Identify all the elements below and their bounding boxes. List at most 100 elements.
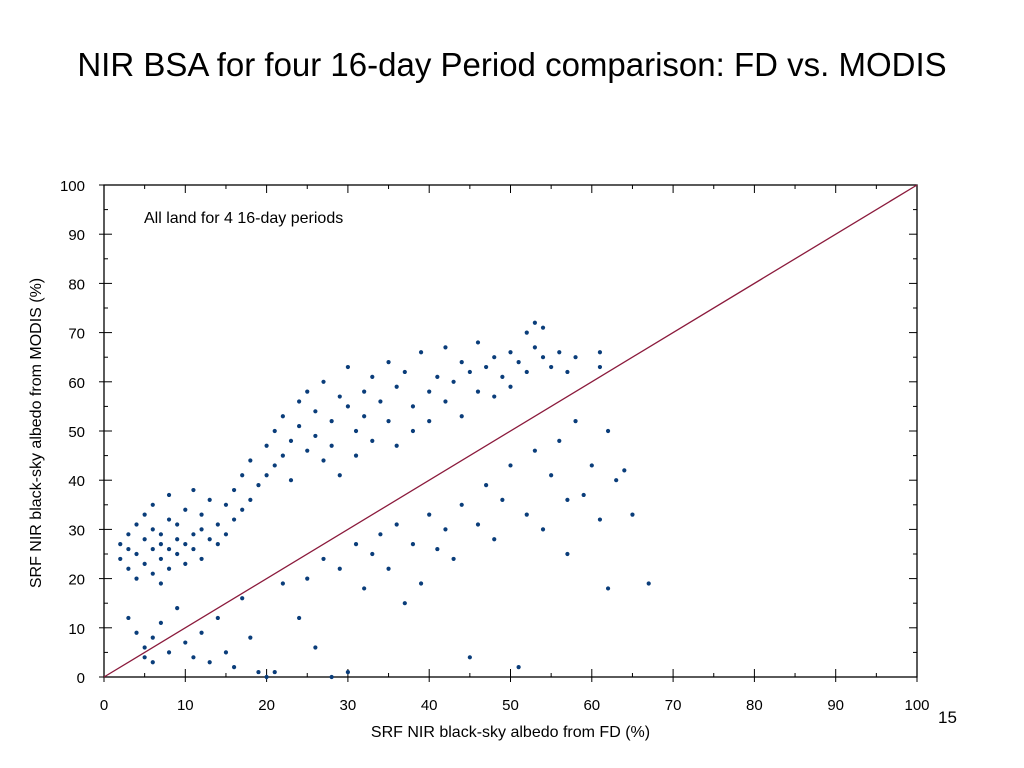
data-point bbox=[410, 428, 416, 434]
data-point bbox=[126, 566, 131, 571]
one-to-one-line bbox=[103, 184, 918, 678]
data-point bbox=[467, 369, 472, 375]
data-point bbox=[150, 546, 155, 552]
x-tick-label: 70 bbox=[665, 697, 682, 714]
data-point bbox=[264, 674, 269, 680]
data-point bbox=[532, 320, 537, 325]
data-point bbox=[475, 389, 481, 394]
data-point bbox=[150, 571, 155, 576]
data-point bbox=[573, 355, 578, 360]
data-point bbox=[280, 414, 285, 419]
data-point bbox=[557, 350, 562, 355]
data-point bbox=[597, 517, 603, 522]
data-point bbox=[622, 468, 627, 473]
data-point bbox=[150, 502, 155, 507]
data-point bbox=[215, 542, 220, 547]
page-number: 15 bbox=[938, 708, 957, 727]
data-point bbox=[378, 532, 383, 537]
data-point bbox=[207, 497, 212, 502]
data-point bbox=[248, 458, 253, 463]
data-point bbox=[532, 345, 537, 350]
data-point bbox=[605, 428, 611, 434]
data-point bbox=[549, 473, 554, 478]
data-point bbox=[540, 527, 546, 532]
data-point bbox=[175, 537, 180, 542]
data-point bbox=[134, 630, 139, 635]
data-point bbox=[540, 325, 546, 330]
data-point bbox=[492, 394, 497, 399]
data-point bbox=[540, 355, 546, 360]
data-point bbox=[597, 364, 603, 370]
data-point bbox=[191, 487, 196, 493]
data-point bbox=[166, 566, 172, 571]
data-point bbox=[183, 507, 188, 512]
data-point bbox=[329, 674, 334, 680]
data-point bbox=[410, 404, 416, 409]
data-point bbox=[321, 556, 326, 562]
data-point bbox=[183, 561, 188, 566]
data-point bbox=[142, 645, 147, 650]
data-point bbox=[223, 532, 229, 537]
data-point bbox=[402, 601, 407, 606]
data-point bbox=[500, 374, 505, 379]
slide-title: NIR BSA for four 16-day Period compariso… bbox=[77, 46, 947, 83]
data-point bbox=[573, 419, 578, 424]
data-point bbox=[646, 581, 651, 586]
data-point bbox=[280, 581, 285, 586]
data-point bbox=[565, 497, 570, 502]
data-point bbox=[272, 428, 277, 434]
data-point bbox=[248, 635, 253, 640]
data-point bbox=[370, 438, 375, 443]
data-point bbox=[402, 369, 407, 375]
data-point bbox=[614, 478, 619, 483]
data-point bbox=[183, 542, 188, 547]
data-point bbox=[524, 512, 529, 517]
data-point bbox=[565, 369, 570, 375]
data-point bbox=[386, 566, 391, 571]
data-point bbox=[370, 551, 375, 557]
data-point bbox=[451, 556, 456, 562]
data-point bbox=[313, 645, 318, 650]
y-tick-label: 20 bbox=[68, 572, 85, 589]
data-point bbox=[597, 350, 603, 355]
data-point bbox=[508, 384, 513, 389]
data-point bbox=[191, 546, 196, 552]
data-point bbox=[443, 527, 448, 532]
chart-text: 0 10 20 30 40 50 60 70 80 90 100 0 10 20 30 40 50 60 70 80 9… bbox=[28, 178, 930, 741]
data-point bbox=[475, 340, 481, 345]
data-point bbox=[272, 463, 277, 468]
axes bbox=[99, 184, 918, 682]
data-point bbox=[475, 522, 481, 527]
data-point bbox=[118, 556, 123, 562]
data-point bbox=[305, 448, 310, 453]
data-point bbox=[313, 433, 318, 439]
data-point bbox=[329, 419, 334, 424]
data-point bbox=[175, 551, 180, 557]
data-point bbox=[443, 345, 448, 350]
data-point bbox=[207, 537, 212, 542]
data-point bbox=[126, 532, 131, 537]
data-point bbox=[524, 369, 529, 375]
data-point bbox=[215, 522, 220, 527]
data-point bbox=[345, 404, 350, 409]
data-point bbox=[337, 394, 342, 399]
data-point bbox=[256, 669, 261, 675]
data-point bbox=[175, 606, 180, 611]
x-tick-label: 100 bbox=[904, 697, 929, 714]
data-point bbox=[443, 399, 448, 404]
x-tick-label: 40 bbox=[421, 697, 438, 714]
x-axis-label: SRF NIR black-sky albedo from FD (%) bbox=[371, 724, 650, 741]
data-point bbox=[158, 556, 164, 562]
data-point bbox=[199, 630, 204, 635]
y-tick-label: 80 bbox=[68, 276, 85, 293]
reference-line-layer bbox=[103, 184, 918, 678]
y-axis-label: SRF NIR black-sky albedo from MODIS (%) bbox=[28, 278, 45, 588]
data-point bbox=[134, 522, 139, 527]
data-point bbox=[362, 389, 367, 394]
data-point bbox=[158, 581, 164, 586]
data-point bbox=[345, 364, 350, 370]
data-point bbox=[565, 551, 570, 557]
data-point bbox=[329, 443, 334, 448]
data-point bbox=[280, 453, 285, 458]
